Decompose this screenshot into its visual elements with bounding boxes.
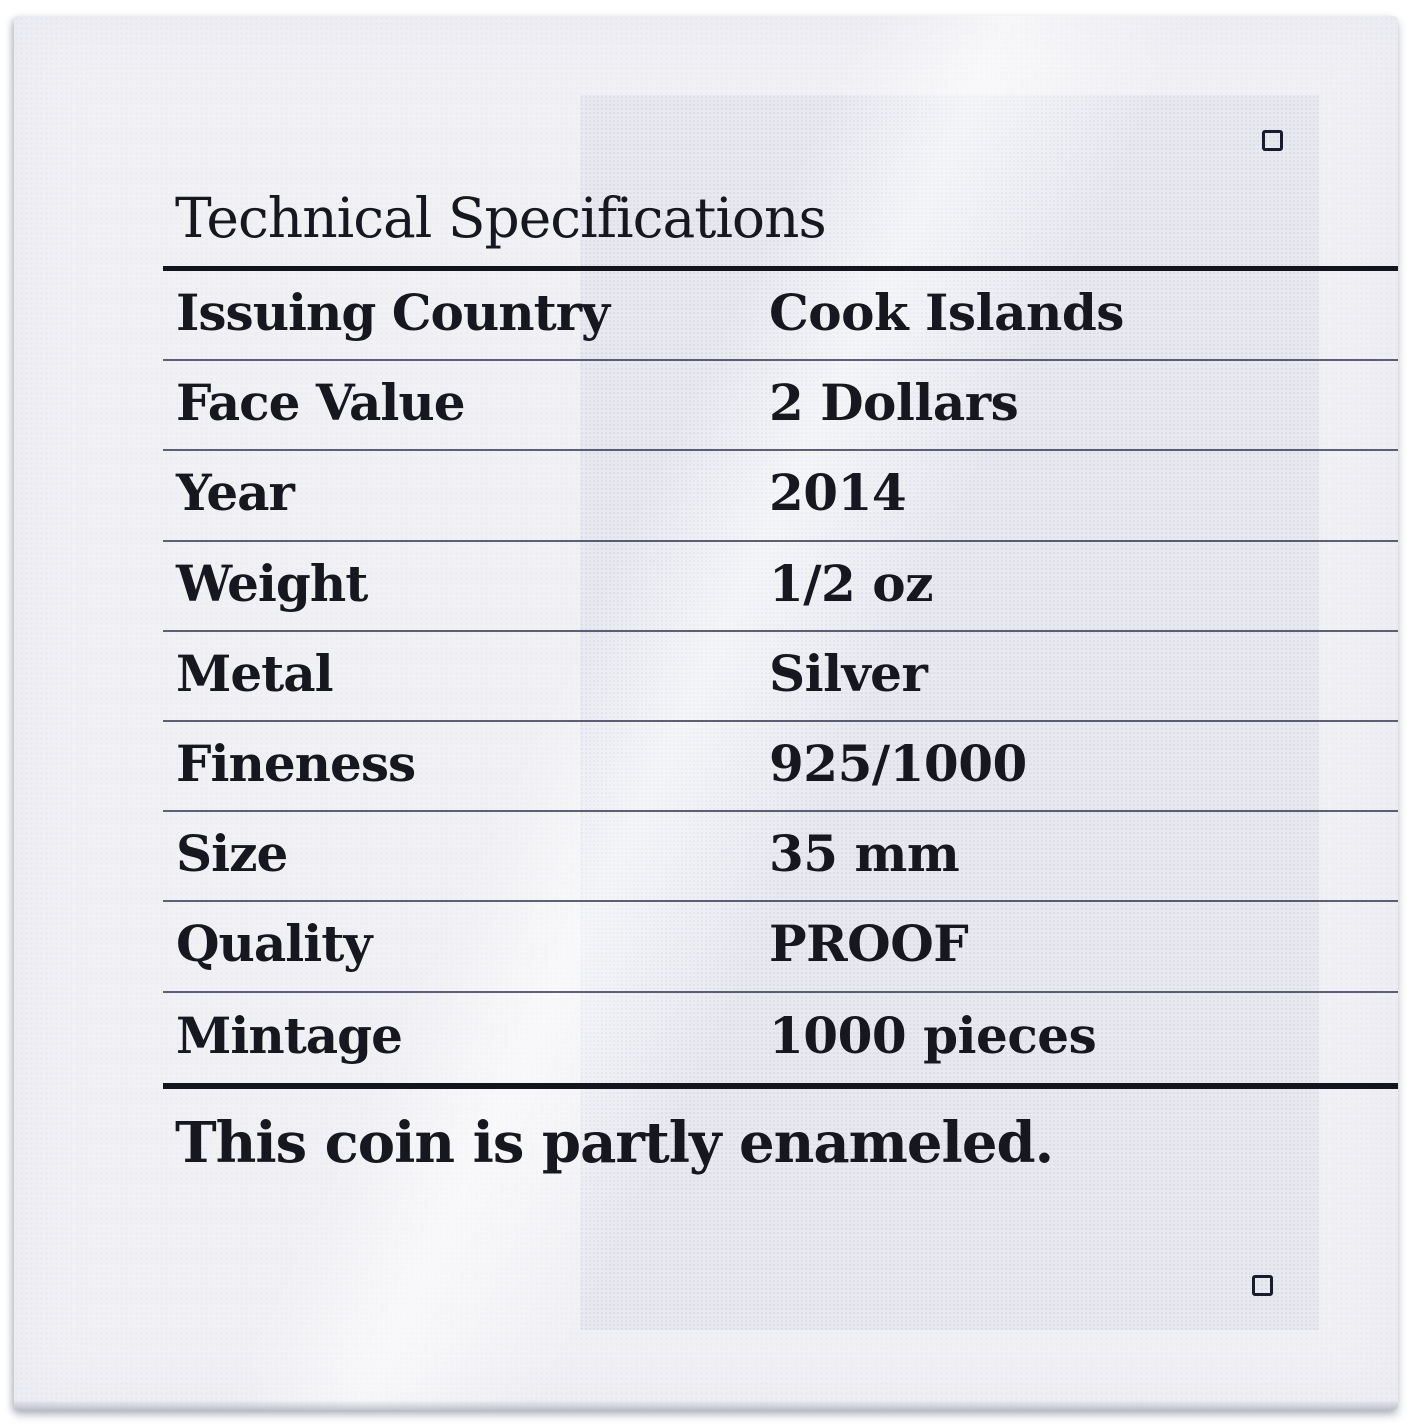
row-value: 1/2 oz xyxy=(769,553,934,613)
row-label: Metal xyxy=(176,643,334,703)
spec-table: Issuing Country Cook Islands Face Value … xyxy=(163,266,1398,1089)
table-row: Year 2014 xyxy=(163,451,1398,542)
row-label: Issuing Country xyxy=(176,283,610,343)
table-row: Mintage 1000 pieces xyxy=(163,993,1398,1083)
certificate-paper: Technical Specifications Issuing Country… xyxy=(14,16,1398,1410)
page-title: Technical Specifications xyxy=(175,186,827,250)
register-mark-bottom-icon xyxy=(1252,1275,1273,1296)
register-mark-top-icon xyxy=(1262,130,1283,151)
row-label: Quality xyxy=(176,914,372,974)
row-label: Fineness xyxy=(176,734,416,794)
row-value: Cook Islands xyxy=(769,283,1124,343)
table-row: Issuing Country Cook Islands xyxy=(163,271,1398,362)
table-row: Quality PROOF xyxy=(163,902,1398,993)
row-value: 925/1000 xyxy=(769,734,1027,794)
table-row: Size 35 mm xyxy=(163,812,1398,903)
row-value: 1000 pieces xyxy=(769,1005,1097,1065)
table-row: Face Value 2 Dollars xyxy=(163,361,1398,452)
row-value: 2 Dollars xyxy=(769,373,1019,433)
row-value: 35 mm xyxy=(769,824,960,884)
row-label: Mintage xyxy=(176,1005,403,1065)
footnote: This coin is partly enameled. xyxy=(175,1110,1054,1176)
table-row: Fineness 925/1000 xyxy=(163,722,1398,813)
table-row: Metal Silver xyxy=(163,632,1398,722)
row-label: Year xyxy=(176,463,295,523)
row-value: Silver xyxy=(769,643,928,703)
row-value: 2014 xyxy=(769,463,907,523)
table-row: Weight 1/2 oz xyxy=(163,542,1398,632)
row-label: Weight xyxy=(176,553,368,613)
row-label: Size xyxy=(176,824,288,884)
row-label: Face Value xyxy=(176,373,466,433)
row-value: PROOF xyxy=(769,914,969,974)
